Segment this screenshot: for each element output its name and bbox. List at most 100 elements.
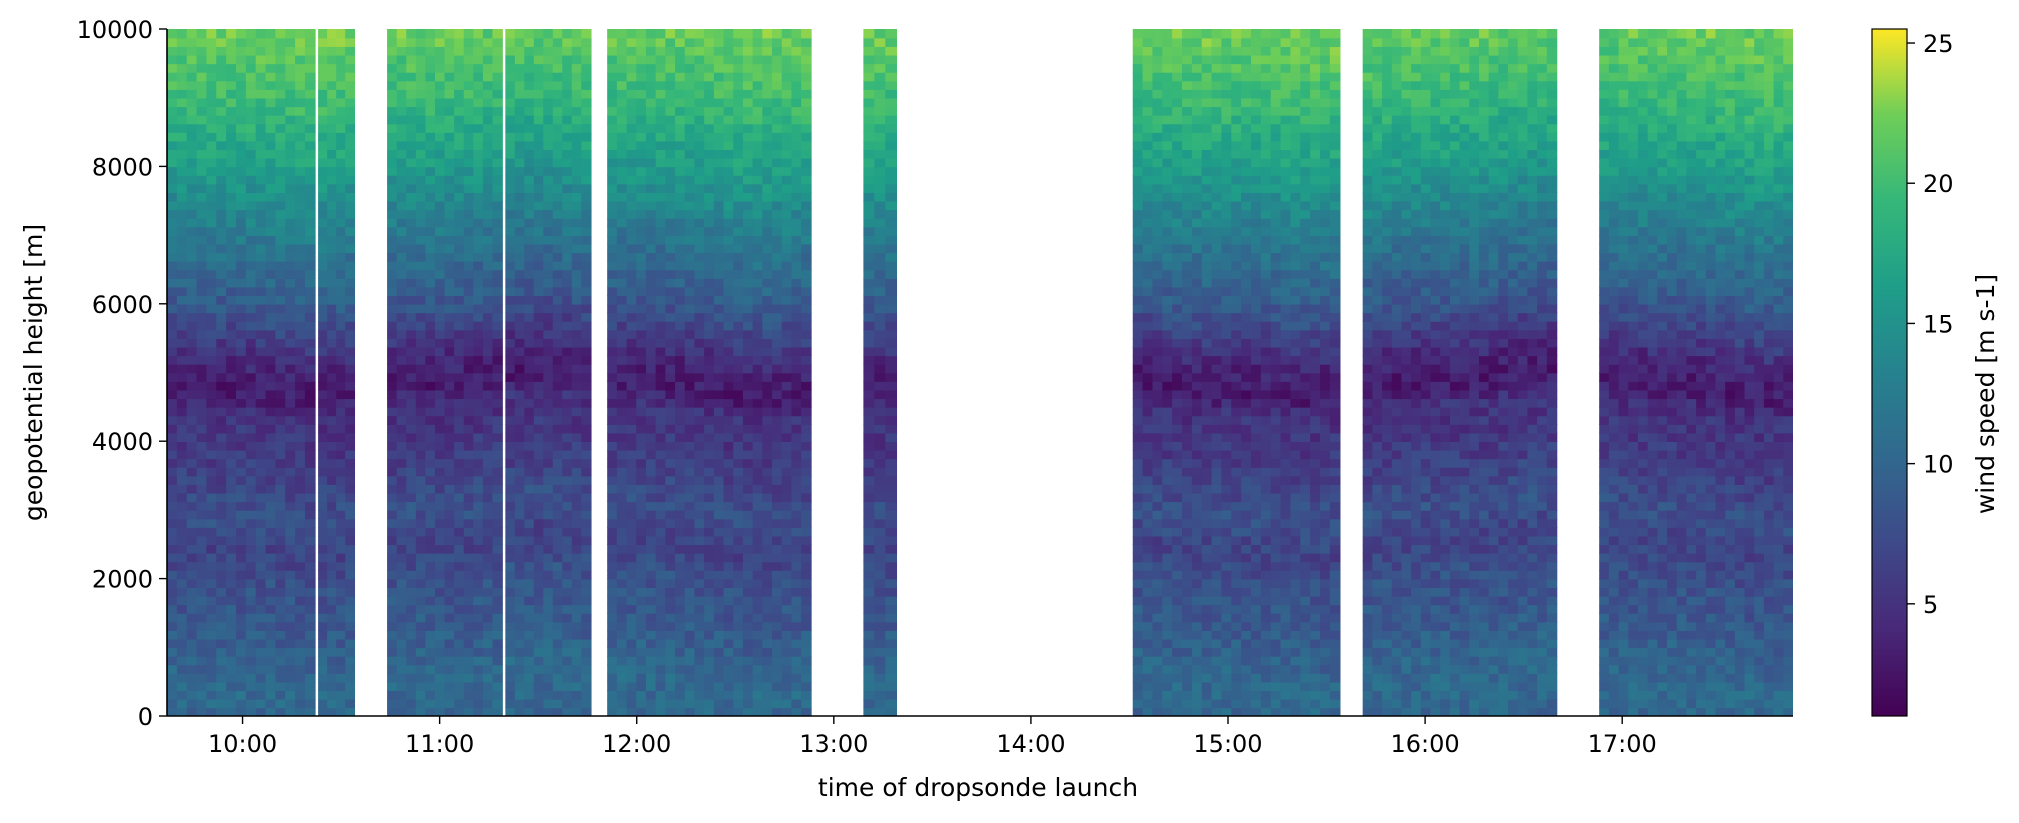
- heatmap-cell: [571, 209, 583, 219]
- heatmap-cell: [636, 673, 647, 683]
- heatmap-cell: [863, 209, 876, 219]
- heatmap-cell: [387, 570, 398, 580]
- heatmap-cell: [285, 123, 296, 133]
- heatmap-cell: [645, 544, 657, 554]
- heatmap-cell: [645, 329, 657, 339]
- heatmap-cell: [235, 552, 247, 563]
- heatmap-cell: [434, 355, 446, 365]
- heatmap-cell: [645, 132, 657, 142]
- heatmap-cell: [406, 243, 417, 254]
- heatmap-cell: [505, 441, 516, 451]
- heatmap-cell: [684, 278, 696, 288]
- heatmap-cell: [571, 698, 583, 709]
- heatmap-cell: [434, 595, 446, 606]
- heatmap-cell: [336, 638, 346, 649]
- heatmap-cell: [482, 338, 494, 348]
- heatmap-cell: [514, 63, 526, 73]
- heatmap-cell: [196, 381, 208, 391]
- heatmap-cell: [616, 329, 628, 339]
- heatmap-cell: [781, 303, 793, 314]
- heatmap-cell: [463, 295, 475, 305]
- heatmap-cell: [444, 424, 455, 434]
- heatmap-cell: [581, 320, 592, 331]
- heatmap-cell: [665, 63, 676, 73]
- heatmap-cell: [533, 286, 545, 297]
- heatmap-cell: [626, 54, 638, 65]
- heatmap-cell: [444, 312, 455, 322]
- heatmap-cell: [704, 389, 715, 400]
- heatmap-cell: [473, 466, 484, 477]
- heatmap-cell: [327, 29, 337, 39]
- heatmap-cell: [704, 492, 715, 503]
- heatmap-cell: [655, 123, 667, 133]
- heatmap-cell: [285, 612, 296, 623]
- heatmap-cell: [275, 106, 287, 116]
- heatmap-cell: [552, 698, 564, 709]
- heatmap-cell: [781, 174, 793, 185]
- heatmap-cell: [265, 424, 277, 434]
- heatmap-cell: [543, 97, 554, 108]
- heatmap-cell: [336, 114, 346, 125]
- heatmap-cell: [505, 235, 516, 245]
- heatmap-cell: [571, 492, 583, 503]
- heatmap-cell: [694, 157, 705, 168]
- heatmap-cell: [742, 183, 754, 193]
- heatmap-cell: [752, 681, 764, 692]
- heatmap-cell: [514, 29, 526, 39]
- heatmap-cell: [772, 587, 783, 597]
- heatmap-cell: [336, 132, 346, 142]
- heatmap-cell: [524, 46, 535, 56]
- heatmap-cell: [713, 535, 725, 546]
- heatmap-cell: [607, 166, 618, 176]
- heatmap-cell: [406, 389, 417, 400]
- heatmap-cell: [434, 664, 446, 674]
- heatmap-cell: [245, 561, 257, 571]
- heatmap-cell: [626, 527, 638, 537]
- heatmap-cell: [552, 638, 564, 649]
- heatmap-cell: [406, 475, 417, 485]
- heatmap-cell: [415, 269, 427, 279]
- heatmap-cell: [581, 664, 592, 674]
- heatmap-cell: [492, 46, 503, 56]
- heatmap-cell: [206, 432, 218, 442]
- heatmap-cell: [733, 132, 744, 142]
- heatmap-cell: [636, 209, 647, 219]
- heatmap-cell: [675, 527, 686, 537]
- heatmap-cell: [514, 355, 526, 365]
- heatmap-cell: [723, 140, 735, 151]
- heatmap-cell: [345, 406, 356, 417]
- heatmap-cell: [665, 269, 676, 279]
- heatmap-cell: [723, 132, 735, 142]
- heatmap-cell: [524, 664, 535, 674]
- heatmap-cell: [742, 54, 754, 65]
- heatmap-cell: [415, 604, 427, 614]
- heatmap-cell: [454, 192, 465, 202]
- heatmap-cell: [387, 432, 398, 442]
- heatmap-cell: [265, 157, 277, 168]
- heatmap-cell: [255, 673, 267, 683]
- heatmap-cell: [752, 415, 764, 425]
- heatmap-cell: [415, 655, 427, 666]
- heatmap-cell: [434, 295, 446, 305]
- heatmap-cell: [304, 604, 316, 614]
- heatmap-cell: [713, 552, 725, 563]
- heatmap-cell: [552, 604, 564, 614]
- heatmap-cell: [733, 157, 744, 168]
- heatmap-cell: [176, 673, 188, 683]
- heatmap-cell: [454, 372, 465, 382]
- heatmap-cell: [752, 174, 764, 185]
- heatmap-cell: [295, 132, 306, 142]
- heatmap-cell: [762, 295, 773, 305]
- heatmap-cell: [406, 647, 417, 657]
- heatmap-cell: [616, 114, 628, 125]
- heatmap-cell: [533, 578, 545, 588]
- heatmap-cell: [473, 484, 484, 494]
- heatmap-cell: [482, 544, 494, 554]
- heatmap-cell: [733, 406, 744, 417]
- heatmap-cell: [552, 398, 564, 408]
- heatmap-cell: [434, 97, 446, 108]
- heatmap-cell: [781, 355, 793, 365]
- heatmap-cell: [245, 54, 257, 65]
- heatmap-cell: [772, 458, 783, 468]
- heatmap-cell: [473, 707, 484, 716]
